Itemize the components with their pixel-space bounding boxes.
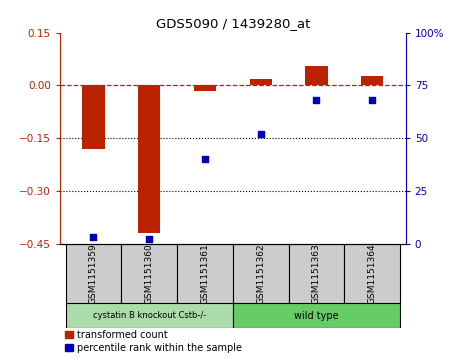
Bar xyxy=(344,244,400,303)
Bar xyxy=(289,244,344,303)
Bar xyxy=(361,76,384,85)
Bar xyxy=(82,85,105,149)
Text: GSM1151361: GSM1151361 xyxy=(201,243,209,304)
Point xyxy=(313,97,320,103)
Text: wild type: wild type xyxy=(294,310,339,321)
Bar xyxy=(194,85,216,91)
Bar xyxy=(177,244,233,303)
Text: GSM1151359: GSM1151359 xyxy=(89,243,98,304)
Point xyxy=(257,131,264,137)
Text: GSM1151363: GSM1151363 xyxy=(312,243,321,304)
Bar xyxy=(305,66,328,85)
Text: GSM1151360: GSM1151360 xyxy=(145,243,154,304)
Text: cystatin B knockout Cstb-/-: cystatin B knockout Cstb-/- xyxy=(93,311,206,320)
Bar xyxy=(249,79,272,85)
Bar xyxy=(233,303,400,328)
Bar xyxy=(233,244,289,303)
Text: GSM1151364: GSM1151364 xyxy=(368,243,377,303)
Point xyxy=(90,234,97,240)
Bar xyxy=(65,244,121,303)
Point xyxy=(146,237,153,242)
Text: GSM1151362: GSM1151362 xyxy=(256,243,265,303)
Point xyxy=(201,156,209,162)
Point xyxy=(368,97,376,103)
Bar xyxy=(121,244,177,303)
Title: GDS5090 / 1439280_at: GDS5090 / 1439280_at xyxy=(156,17,310,30)
Bar xyxy=(138,85,160,233)
Bar xyxy=(65,303,233,328)
Legend: transformed count, percentile rank within the sample: transformed count, percentile rank withi… xyxy=(65,330,242,353)
